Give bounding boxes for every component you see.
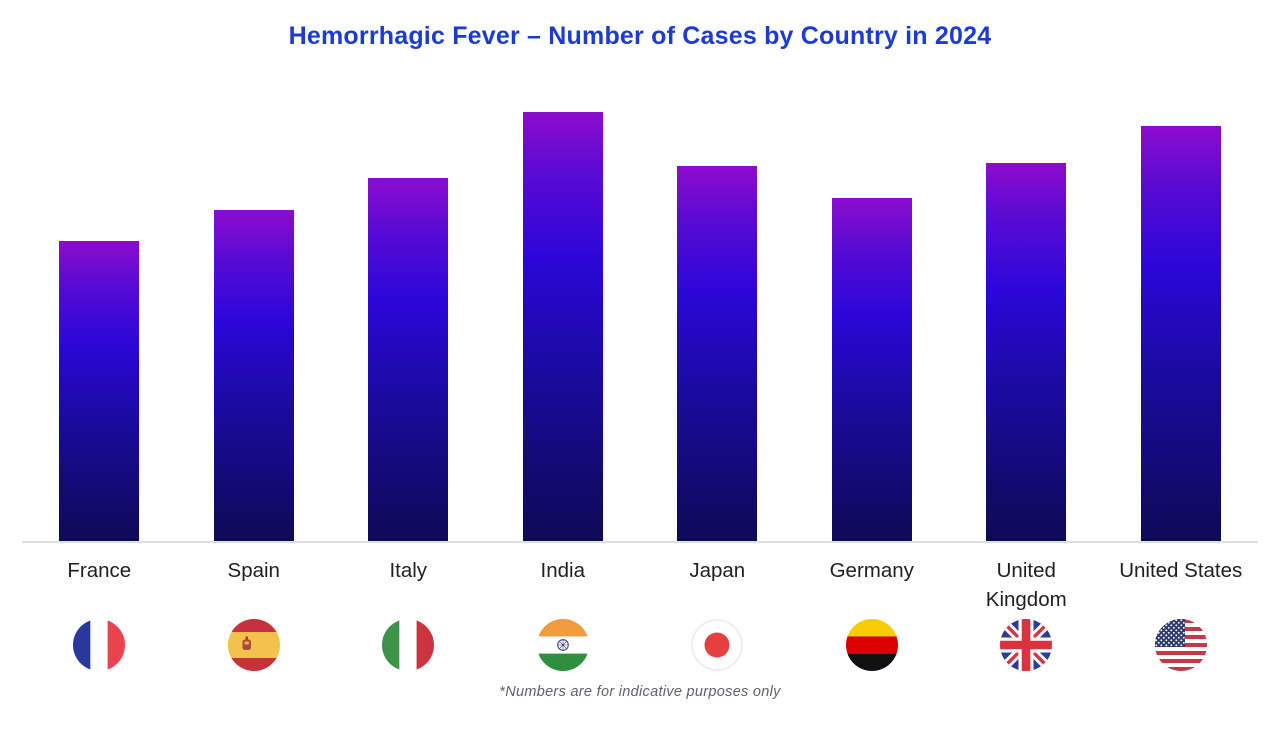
united-kingdom-flag-icon [1000, 619, 1053, 671]
japan-flag-icon [691, 619, 744, 671]
country-label-united-states: United States [1119, 559, 1243, 582]
footnote: *Numbers are for indicative purposes onl… [499, 684, 781, 700]
spain-flag-icon [227, 619, 280, 671]
italy-flag-icon [382, 619, 435, 671]
page-title: Hemorrhagic Fever – Number of Cases by C… [288, 22, 992, 50]
bar-chart [22, 111, 1258, 541]
country-label-india: India [540, 559, 585, 582]
bar-italy [368, 178, 449, 541]
country-label-spain: Spain [227, 559, 280, 582]
united-states-flag-icon [1154, 619, 1207, 671]
country-label-italy: Italy [389, 559, 428, 582]
bar-united-states [1140, 126, 1221, 541]
india-flag-icon [536, 619, 589, 671]
country-label-united-kingdom: United Kingdom [985, 559, 1067, 611]
bar-japan [677, 166, 758, 541]
bar-france [59, 241, 140, 541]
germany-flag-icon [845, 619, 898, 671]
france-flag-icon [73, 619, 126, 671]
flag-icons [22, 617, 1258, 673]
category-labels: France Spain Italy India Japan Germany U… [22, 543, 1258, 614]
country-label-france: France [67, 559, 132, 582]
x-axis-baseline [22, 541, 1258, 543]
bar-spain [213, 210, 294, 541]
bar-united-kingdom [986, 163, 1067, 541]
country-label-germany: Germany [829, 559, 914, 582]
country-label-japan: Japan [689, 559, 746, 582]
bar-germany [831, 198, 912, 541]
bar-india [522, 112, 603, 541]
